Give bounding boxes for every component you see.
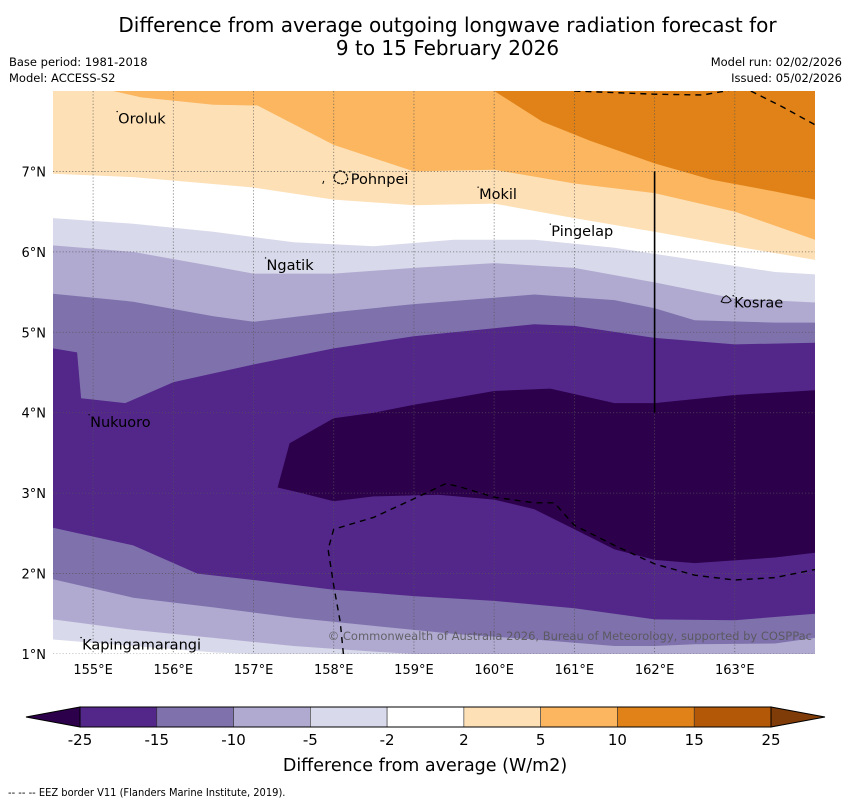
- colorbar-bin: [156, 706, 234, 728]
- contour-fill-layer: [53, 91, 815, 654]
- place-label-oroluk: Oroluk: [118, 112, 166, 128]
- atoll-marker: [264, 257, 267, 259]
- atoll-marker: [80, 636, 82, 639]
- colorbar-bin: [617, 706, 695, 728]
- colorbar-label: Difference from average (W/m2): [282, 756, 568, 776]
- colorbar-bin: [463, 706, 541, 728]
- band-south-11: [53, 639, 815, 654]
- colorbar-tick-label: 25: [761, 731, 780, 749]
- island-outlines: [322, 170, 732, 304]
- lon-tick-label: 162°E: [635, 663, 675, 678]
- colorbar-tick-label: 10: [608, 731, 627, 749]
- atoll-marker: [732, 295, 734, 297]
- meta-right: Model run: 02/02/2026 Issued: 05/02/2026: [711, 54, 842, 86]
- lat-tick-label: 7°N: [22, 165, 47, 180]
- atoll-marker: [116, 110, 118, 113]
- band-south-9: [53, 579, 815, 654]
- colorbar-bin: [540, 706, 618, 728]
- band-south-10: [53, 619, 815, 654]
- title-line-2: 9 to 15 February 2026: [335, 36, 560, 60]
- colorbar-tick-label: 15: [685, 731, 704, 749]
- base-period: Base period: 1981-2018: [9, 55, 148, 69]
- place-labels: Oroluk Pohnpei Mokil Pingelap Ngatik Kosrae Nu…: [80, 110, 783, 654]
- atoll-marker: [549, 223, 552, 225]
- lon-tick-label: 160°E: [474, 663, 514, 678]
- colorbar-tick-label: 2: [459, 731, 469, 749]
- colorbar-bin: [693, 706, 772, 728]
- lat-tick-label: 5°N: [22, 326, 47, 341]
- colorbar-frame: [79, 706, 772, 728]
- lon-tick-label: 158°E: [314, 663, 354, 678]
- border-lines: [327, 91, 815, 654]
- lat-tick-label: 4°N: [22, 407, 47, 422]
- lon-tick-label: 157°E: [234, 663, 274, 678]
- eez-footnote: -- -- -- EEZ border V11 (Flanders Marine…: [8, 786, 286, 799]
- band-positive-2: [494, 91, 815, 200]
- atoll-marker: [477, 186, 479, 188]
- place-label-nukuoro: Nukuoro: [90, 415, 151, 431]
- map-figure: Oroluk Pohnpei Mokil Pingelap Ngatik Kosrae Nu…: [22, 91, 826, 749]
- lat-tick-label: 1°N: [22, 648, 47, 663]
- colorbar-tick-label: -2: [380, 731, 395, 749]
- colorbar-tick-label: -5: [303, 731, 318, 749]
- lon-tick-label: 159°E: [394, 663, 434, 678]
- longitude-tick-labels: 155°E 156°E 157°E 158°E 159°E 160°E 161°E 162°E…: [73, 663, 754, 678]
- colorbar-tick-label: -15: [145, 731, 170, 749]
- lon-tick-label: 163°E: [715, 663, 755, 678]
- lon-tick-label: 156°E: [154, 663, 194, 678]
- lat-tick-label: 6°N: [22, 246, 47, 261]
- colorbar-bin: [233, 706, 311, 728]
- colorbar-bin: [310, 706, 388, 728]
- eez-border-line: [750, 91, 815, 126]
- place-label-pingelap: Pingelap: [551, 224, 613, 240]
- atoll-marker: [88, 414, 90, 416]
- colorbar: -25 -15 -10 -5 -2 2 5 10 15 25: [25, 706, 826, 749]
- colorbar-tick-label: -25: [68, 731, 93, 749]
- model-run: Model run: 02/02/2026: [710, 55, 842, 69]
- place-label-ngatik: Ngatik: [267, 258, 315, 274]
- copyright-notice: © Commonwealth of Australia 2026, Bureau…: [328, 629, 812, 643]
- place-label-kapingamarangi: Kapingamarangi: [82, 638, 201, 654]
- title-line-1: Difference from average outgoing longwav…: [118, 13, 777, 37]
- eez-border-line: [574, 91, 730, 96]
- eez-border-line: [327, 482, 815, 654]
- lon-tick-label: 161°E: [555, 663, 595, 678]
- latitude-tick-labels: 1°N 2°N 3°N 4°N 5°N 6°N 7°N: [22, 165, 47, 663]
- lat-tick-label: 2°N: [22, 568, 47, 583]
- place-label-kosrae: Kosrae: [734, 296, 783, 312]
- band-extreme-low: [277, 388, 815, 564]
- lon-tick-label: 155°E: [73, 663, 113, 678]
- islet-mark: [322, 180, 325, 185]
- pohnpei-island-outline: [333, 170, 349, 185]
- colorbar-bin: [386, 706, 465, 728]
- chart-title: Difference from average outgoing longwav…: [0, 14, 850, 60]
- atoll-marker: [349, 171, 351, 173]
- colorbar-tick-label: -10: [221, 731, 246, 749]
- meta-left: Base period: 1981-2018 Model: ACCESS-S2: [9, 54, 148, 86]
- kosrae-island-outline: [720, 295, 732, 304]
- colorbar-over-arrow: [770, 706, 826, 728]
- colorbar-under-arrow: [25, 706, 81, 728]
- colorbar-tick-label: 5: [536, 731, 546, 749]
- place-label-pohnpei: Pohnpei: [351, 172, 409, 188]
- place-label-mokil: Mokil: [479, 187, 517, 203]
- model-name: Model: ACCESS-S2: [9, 71, 116, 85]
- issued-date: Issued: 05/02/2026: [731, 71, 842, 85]
- colorbar-bin: [79, 706, 158, 728]
- lat-tick-label: 3°N: [22, 487, 47, 502]
